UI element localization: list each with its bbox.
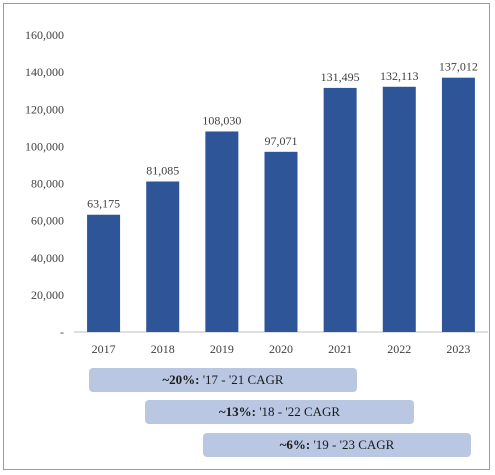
bar-2017 — [87, 214, 121, 332]
data-label-2023: 137,012 — [439, 60, 478, 74]
bar-2023 — [441, 77, 475, 332]
data-label-2020: 97,071 — [265, 134, 298, 148]
data-label-2021: 131,495 — [321, 70, 360, 84]
x-tick-label: 2022 — [387, 342, 411, 356]
cagr-pill-2019-2023: ~6%: '19 - '23 CAGR — [203, 433, 471, 457]
bar-2019 — [205, 131, 239, 332]
x-tick-label: 2023 — [446, 342, 470, 356]
cagr-label: '19 - '23 CAGR — [310, 437, 395, 452]
data-label-2017: 63,175 — [87, 197, 120, 211]
y-tick-label: 160,000 — [25, 28, 64, 42]
bar-chart: - 20,000 40,000 60,000 80,000 100,000 120,000 1… — [25, 28, 488, 356]
cagr-value: ~13%: — [218, 404, 256, 419]
y-tick-label: 100,000 — [25, 139, 64, 153]
x-tick-label: 2017 — [92, 342, 116, 356]
y-tick-label: 20,000 — [31, 288, 64, 302]
cagr-value: ~6%: — [279, 437, 311, 452]
y-tick-label: - — [60, 325, 64, 339]
y-tick-label: 40,000 — [31, 251, 64, 265]
data-label-2018: 81,085 — [146, 163, 179, 177]
y-tick-label: 140,000 — [25, 65, 64, 79]
y-tick-label: 60,000 — [31, 214, 64, 228]
x-tick-label: 2018 — [151, 342, 175, 356]
bar-2018 — [146, 181, 180, 332]
cagr-pill-2018-2022: ~13%: '18 - '22 CAGR — [145, 400, 414, 424]
data-label-2022: 132,113 — [380, 69, 419, 83]
cagr-pill-2017-2021: ~20%: '17 - '21 CAGR — [89, 368, 357, 392]
cagr-value: ~20%: — [162, 372, 200, 387]
cagr-label: '17 - '21 CAGR — [199, 372, 284, 387]
cagr-label: '18 - '22 CAGR — [255, 404, 341, 419]
data-label-2019: 108,030 — [202, 113, 241, 127]
x-tick-label: 2021 — [328, 342, 352, 356]
y-tick-label: 120,000 — [25, 102, 64, 116]
bar-2020 — [264, 151, 298, 332]
x-tick-label: 2019 — [210, 342, 234, 356]
bar-2022 — [382, 86, 416, 332]
x-tick-label: 2020 — [269, 342, 293, 356]
y-tick-label: 80,000 — [31, 177, 64, 191]
bar-2021 — [323, 87, 357, 332]
chart-frame: - 20,000 40,000 60,000 80,000 100,000 120,000 1… — [3, 3, 490, 470]
